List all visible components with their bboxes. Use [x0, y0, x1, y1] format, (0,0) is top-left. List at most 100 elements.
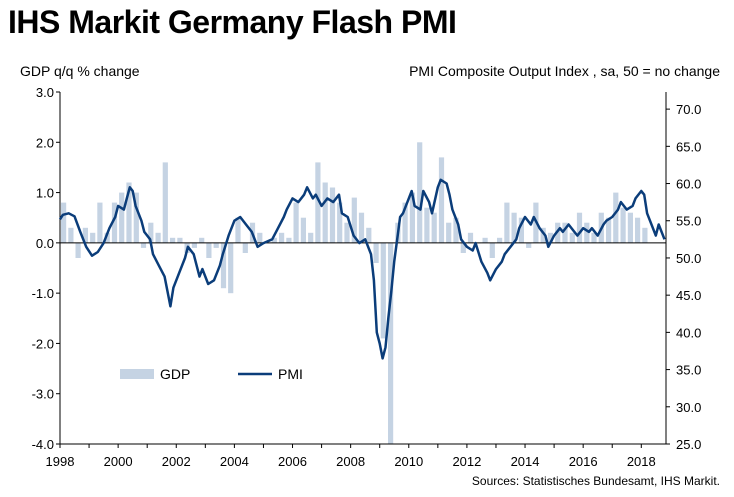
x-tick-label: 2000: [104, 454, 133, 469]
x-tick-label: 2010: [394, 454, 423, 469]
gdp-bar: [177, 237, 183, 243]
gdp-bar: [90, 232, 96, 243]
gdp-bar: [329, 187, 336, 243]
x-tick-label: 2002: [162, 454, 191, 469]
left-axis-label: GDP q/q % change: [20, 63, 140, 79]
left-tick-label: 1.0: [36, 186, 54, 201]
gdp-bar: [613, 192, 619, 243]
gdp-bar: [489, 242, 495, 258]
gdp-bar: [482, 237, 488, 243]
legend-gdp-label: GDP: [160, 366, 190, 382]
gdp-bar: [279, 232, 285, 243]
gdp-bar: [155, 232, 161, 243]
right-tick-label: 65.0: [676, 139, 701, 154]
gdp-bar: [308, 232, 314, 243]
gdp-bar: [191, 242, 197, 248]
gdp-bar: [620, 207, 626, 243]
gdp-bar: [170, 237, 176, 243]
gdp-bar: [293, 202, 299, 243]
gdp-bar: [315, 162, 321, 243]
gdp-bar: [119, 192, 125, 243]
gdp-bar: [148, 222, 154, 243]
legend: GDP PMI: [120, 366, 303, 382]
gdp-bar: [460, 242, 466, 253]
gdp-bar: [569, 232, 575, 243]
right-tick-label: 50.0: [676, 251, 701, 266]
gdp-bar: [337, 202, 343, 243]
gdp-bar: [584, 222, 590, 243]
gdp-bar: [104, 232, 110, 243]
x-tick-label: 2018: [627, 454, 656, 469]
gdp-bar: [286, 237, 292, 243]
gdp-bar: [591, 232, 597, 243]
legend-pmi-label: PMI: [278, 366, 303, 382]
gdp-bar: [431, 212, 437, 243]
gdp-bar: [271, 237, 277, 243]
gdp-bar: [373, 242, 379, 263]
gdp-bar: [642, 227, 648, 243]
gdp-bar: [133, 192, 139, 243]
axes: [56, 91, 670, 448]
gdp-bar: [388, 242, 394, 444]
gdp-bar: [242, 242, 248, 253]
gdp-bar: [627, 212, 633, 243]
gdp-bar: [417, 142, 423, 243]
left-tick-label: 0.0: [36, 236, 54, 251]
gdp-bar: [547, 232, 554, 243]
gdp-bar: [300, 217, 306, 243]
gdp-bar: [526, 242, 532, 248]
gdp-bar: [97, 202, 103, 243]
right-tick-label: 55.0: [676, 214, 701, 229]
right-axis-label: PMI Composite Output Index , sa, 50 = no…: [409, 63, 720, 79]
x-tick-label: 2008: [336, 454, 365, 469]
gdp-bar: [322, 182, 328, 243]
right-tick-label: 70.0: [676, 102, 701, 117]
x-tick-label: 2016: [569, 454, 598, 469]
left-tick-label: 2.0: [36, 135, 54, 150]
gdp-bar: [576, 212, 583, 243]
x-tick-label: 2004: [220, 454, 249, 469]
x-tick-label: 1998: [46, 454, 75, 469]
gdp-bar: [82, 227, 88, 243]
gdp-bar: [446, 222, 452, 243]
pmi-line: [58, 178, 666, 360]
right-tick-label: 45.0: [676, 288, 701, 303]
legend-gdp-swatch: [120, 369, 154, 379]
gdp-bar: [220, 242, 227, 289]
gdp-bar: [467, 232, 474, 243]
x-tick-label: 2014: [511, 454, 540, 469]
gdp-bar: [402, 202, 408, 243]
gdp-bar: [344, 222, 350, 243]
left-tick-label: -1.0: [32, 286, 54, 301]
left-tick-label: -4.0: [32, 437, 54, 452]
gdp-bar: [358, 212, 365, 243]
x-tick-label: 2012: [452, 454, 481, 469]
left-tick-label: -3.0: [32, 387, 54, 402]
source-note: Sources: Statistisches Bundesamt, IHS Ma…: [471, 474, 720, 488]
gdp-bar: [497, 237, 503, 243]
gdp-bar: [61, 202, 67, 243]
gdp-bar: [424, 207, 430, 243]
gdp-bar: [75, 242, 81, 258]
gdp-bar: [438, 157, 445, 243]
gdp-bar: [111, 202, 118, 243]
left-tick-label: -2.0: [32, 336, 54, 351]
gdp-bar: [540, 227, 546, 243]
gdp-bar: [162, 162, 168, 243]
left-tick-label: 3.0: [36, 85, 54, 100]
right-tick-label: 40.0: [676, 325, 701, 340]
gdp-bars: [61, 142, 648, 444]
right-tick-label: 35.0: [676, 363, 701, 378]
gdp-bar: [351, 197, 357, 243]
gdp-bar: [213, 242, 219, 248]
gdp-bar: [562, 222, 568, 243]
gdp-bar: [68, 227, 74, 243]
gdp-bar: [235, 217, 241, 243]
pmi-line-group: [58, 178, 666, 360]
chart-title: IHS Markit Germany Flash PMI: [8, 4, 457, 40]
gdp-bar: [380, 242, 386, 339]
tick-labels: 3.0 2.0 1.0 0.0 -1.0 -2.0 -3.0 -4.0 70.0 65.0 60.0…: [32, 85, 702, 469]
x-tick-label: 2006: [278, 454, 307, 469]
gdp-bar: [228, 242, 234, 294]
